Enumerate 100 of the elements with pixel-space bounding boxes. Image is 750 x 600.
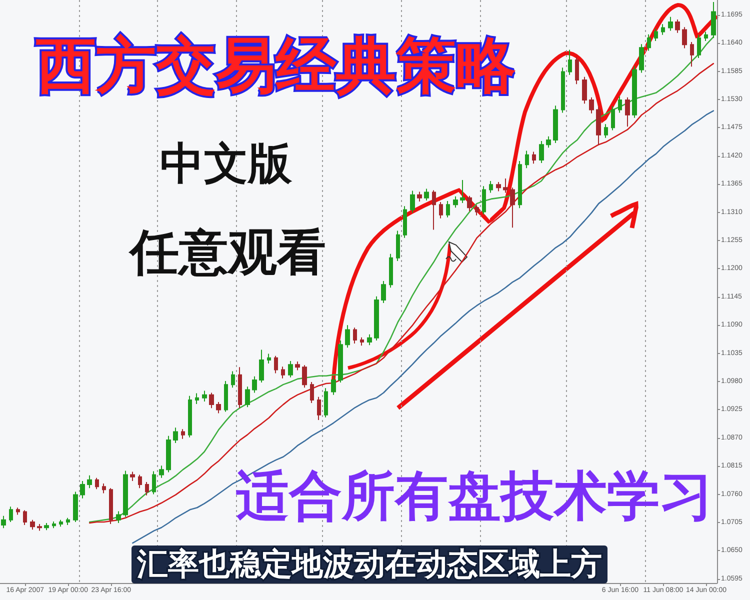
candlestick (403, 206, 407, 238)
candlestick (30, 519, 35, 530)
candlestick (589, 96, 594, 114)
candlestick (482, 186, 486, 215)
text: 中文版 (160, 138, 293, 190)
candlestick (675, 18, 680, 34)
candlestick (152, 470, 156, 495)
candlestick (87, 474, 92, 489)
candlestick (661, 24, 665, 36)
candlestick (697, 34, 701, 58)
candlestick (532, 151, 536, 164)
candlestick (467, 195, 472, 212)
annotation: 适合所有盘技术学习 (236, 466, 713, 527)
candlestick (73, 491, 78, 522)
candlestick (682, 26, 687, 49)
candlestick (288, 360, 293, 378)
candlestick (582, 76, 587, 104)
candlestick (59, 519, 63, 528)
annotation: 汇率也稳定地波动在动态区域上方 (136, 546, 602, 582)
candlestick (116, 510, 121, 524)
candlestick (188, 395, 192, 438)
candlestick (310, 382, 314, 404)
candlestick (611, 106, 615, 131)
candlestick (668, 16, 673, 32)
candlestick (181, 428, 185, 440)
candlestick (138, 474, 142, 489)
candlestick (381, 280, 386, 304)
candlestick (575, 56, 579, 85)
candlestick (245, 386, 250, 408)
candlestick (216, 402, 221, 414)
candlestick (632, 66, 637, 118)
candlestick (424, 188, 429, 201)
candlestick (525, 150, 529, 169)
candlestick (331, 376, 336, 396)
candlestick (102, 483, 106, 494)
candlestick (209, 392, 214, 409)
candlestick (195, 392, 199, 405)
candlestick (173, 427, 178, 444)
candlestick (596, 106, 601, 146)
candlestick (159, 465, 164, 478)
candlestick (618, 96, 622, 114)
candlestick (389, 253, 393, 288)
candlestick (302, 364, 307, 388)
candlestick (16, 507, 20, 516)
candlestick (711, 2, 716, 38)
candlestick (553, 105, 558, 144)
candlestick (231, 370, 235, 388)
candlestick (80, 480, 85, 499)
candlestick (109, 488, 113, 525)
candlestick (295, 360, 300, 371)
candlestick (496, 182, 501, 192)
annotation: 任意观看 (128, 224, 326, 281)
candlestick (367, 334, 372, 346)
candlestick (44, 522, 49, 531)
candlestick (324, 388, 328, 418)
candlestick (202, 390, 207, 402)
candlestick (52, 520, 56, 529)
candlestick (417, 191, 422, 202)
candlestick (224, 380, 228, 412)
candlestick (166, 435, 171, 473)
candlestick (546, 136, 551, 148)
candlestick (475, 204, 479, 216)
candlestick (374, 296, 379, 341)
candlestick (453, 196, 458, 208)
candlestick (252, 376, 257, 394)
candlestick (647, 34, 651, 52)
candlestick (439, 202, 443, 219)
candlestick (503, 178, 508, 194)
candlestick (432, 190, 436, 230)
candlestick (446, 200, 450, 218)
candlestick (9, 506, 13, 522)
candlestick (267, 353, 271, 364)
candlestick (410, 190, 415, 214)
candlestick (539, 140, 544, 164)
candlestick (568, 49, 572, 76)
candlestick (604, 124, 608, 138)
candlestick (259, 349, 264, 384)
candlestick (654, 28, 658, 42)
candlestick (338, 340, 343, 384)
candlestick (37, 524, 42, 532)
candlestick (238, 366, 242, 409)
candlestick (145, 481, 149, 496)
candlestick (281, 366, 285, 379)
candlestick (1, 515, 6, 529)
candlestick (460, 179, 465, 204)
candlestick (130, 471, 135, 482)
candlestick (317, 396, 321, 420)
candlestick (66, 517, 70, 526)
candlestick (704, 31, 708, 42)
candlestick (510, 187, 515, 228)
candlestick (123, 470, 128, 518)
candlestick (690, 42, 694, 68)
candlestick (639, 44, 644, 74)
candlestick (518, 160, 522, 209)
candlestick (95, 477, 99, 490)
candlestick (561, 67, 565, 114)
candlestick (360, 336, 364, 346)
text: 西方交易经典策略 (35, 31, 516, 101)
candlestick (345, 324, 350, 348)
candlestick (625, 96, 630, 128)
